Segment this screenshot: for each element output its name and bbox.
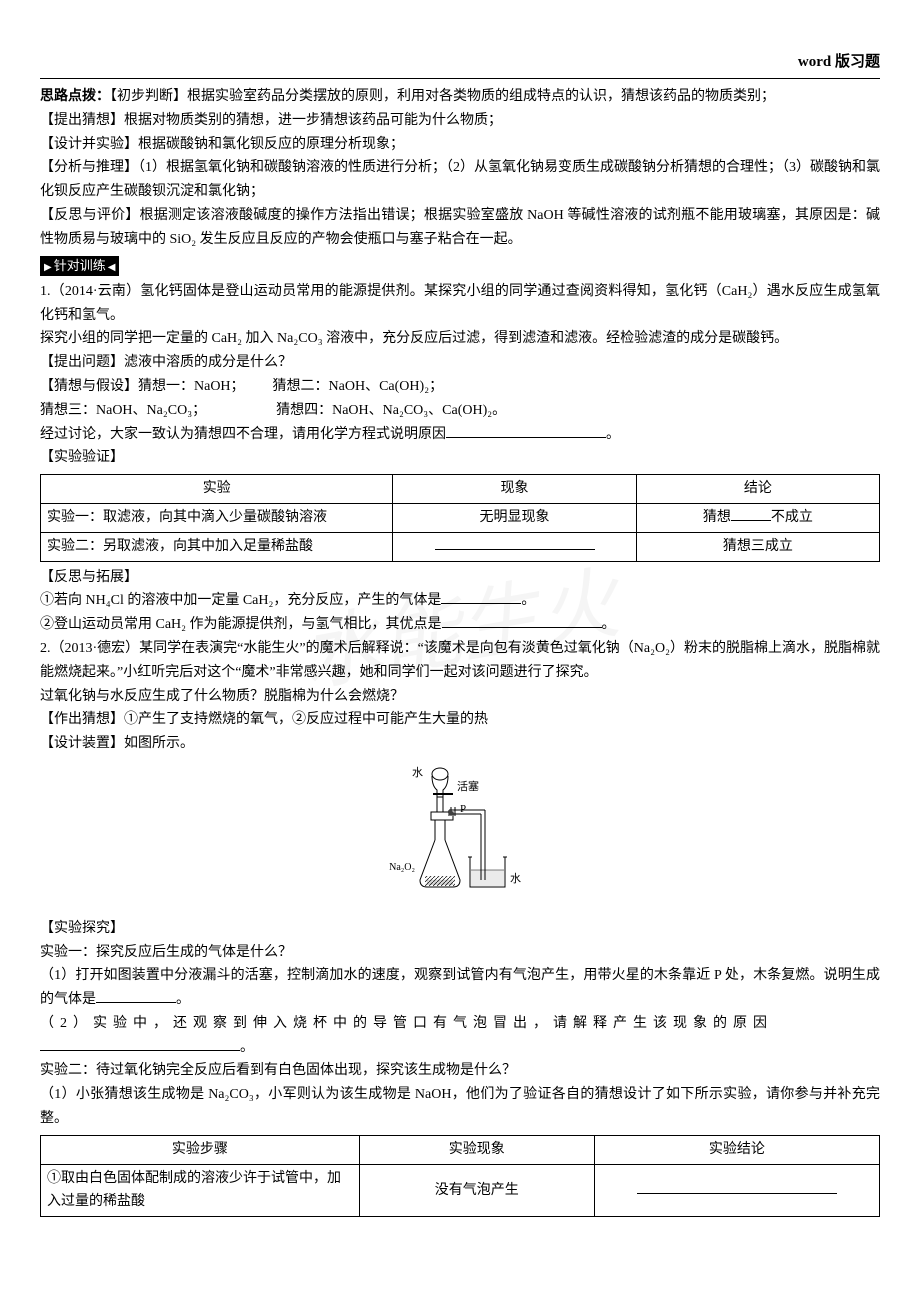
q2-r1c2: 没有气泡产生 [359,1164,594,1217]
q2-e1-1: （1）打开如图装置中分液漏斗的活塞，控制滴加水的速度，观察到试管内有气泡产生，用… [40,964,880,1012]
q1-ref2: ②登山运动员常用 CaH₂ 作为能源提供剂，与氢气相比，其优点是 。 [40,613,880,637]
q1-guess2: 猜想二：NaOH、Ca(OH)₂； [273,379,444,394]
q2-e1-2-end: 。 [240,1040,254,1055]
q1-guess3: 猜想三：NaOH、Na₂CO₃； [40,403,206,418]
q1-th2: 现象 [393,475,636,504]
q1-r2c2 [393,532,636,561]
q1-p1: 1.（2014·云南）氢化钙固体是登山运动员常用的能源提供剂。某探究小组的同学通… [40,280,880,328]
blank-gas[interactable] [441,589,521,604]
apparatus-figure: 水 活塞 P Na₂O₂ [40,762,880,911]
q1-ref1-end: 。 [521,593,535,608]
q1-reflect: 【反思与拓展】 [40,566,880,590]
q1-guess1: 猜想一：NaOH； [138,379,245,394]
q2-inv: 【实验探究】 [40,917,880,941]
q2-e1-2: （2）实验中，还观察到伸入烧杯中的导管口有气泡冒出，请解释产生该现象的原因 [40,1012,880,1036]
q1-guess-line2: 猜想三：NaOH、Na₂CO₃； 猜想四：NaOH、Na₂CO₃、Ca(OH)₂… [40,399,880,423]
q2-design: 【设计装置】如图所示。 [40,732,880,756]
fig-water-label: 水 [412,766,423,779]
q2-e1-2-blank: 。 [40,1036,880,1060]
fig-p-label: P [460,803,466,815]
q1-r1c1: 实验一：取滤液，向其中滴入少量碳酸钠溶液 [41,503,393,532]
table-row: 实验步骤 实验现象 实验结论 [41,1135,880,1164]
q1-guess: 【猜想与假设】猜想一：NaOH； 猜想二：NaOH、Ca(OH)₂； [40,375,880,399]
q1-p2: 探究小组的同学把一定量的 CaH₂ 加入 Na₂CO₃ 溶液中，充分反应后过滤，… [40,327,880,351]
intro-line-4: 【分析与推理】（1）根据氢氧化钠和碳酸钠溶液的性质进行分析；（2）从氢氧化钠易变… [40,156,880,204]
q1-ref1-text: ①若向 NH₄Cl 的溶液中加一定量 CaH₂，充分反应，产生的气体是 [40,593,441,608]
q2-r1c1: ①取由白色固体配制成的溶液少许于试管中，加入过量的稀盐酸 [41,1164,360,1217]
table-row: 实验二：另取滤液，向其中加入足量稀盐酸 猜想三成立 [41,532,880,561]
intro-line-2: 【提出猜想】根据对物质类别的猜想，进一步猜想该药品可能为什么物质； [40,109,880,133]
q1-discuss-text: 经过讨论，大家一致认为猜想四不合理，请用化学方程式说明原因 [40,427,446,442]
blank-phenomenon[interactable] [435,535,595,550]
q1-r2c3: 猜想三成立 [636,532,879,561]
q1-ref1: ①若向 NH₄Cl 的溶液中加一定量 CaH₂，充分反应，产生的气体是 。 [40,589,880,613]
table-row: 实验 现象 结论 [41,475,880,504]
q2-th2: 实验现象 [359,1135,594,1164]
q1-guess-label: 【猜想与假设】 [40,379,138,394]
q2-r1c3 [594,1164,879,1217]
intro-line-5: 【反思与评价】根据测定该溶液酸碱度的操作方法指出错误；根据实验室盛放 NaOH … [40,204,880,252]
q1-r1c3: 猜想 不成立 [636,503,879,532]
intro-line-3: 【设计并实验】根据碳酸钠和氯化钡反应的原理分析现象； [40,133,880,157]
q2-guess: 【作出猜想】①产生了支持燃烧的氧气，②反应过程中可能产生大量的热 [40,708,880,732]
q1-table: 实验 现象 结论 实验一：取滤液，向其中滴入少量碳酸钠溶液 无明显现象 猜想 不成… [40,474,880,561]
header-title: word 版习题 [798,54,880,70]
q2-e2-1: （1）小张猜想该生成物是 Na₂CO₃，小军则认为该生成物是 NaOH，他们为了… [40,1083,880,1131]
blank-advantage[interactable] [442,613,602,628]
header-rule [40,78,880,79]
q2-e2: 实验二：待过氧化钠完全反应后看到有白色固体出现，探究该生成物是什么？ [40,1059,880,1083]
page-header: word 版习题 [798,50,880,76]
q1-th1: 实验 [41,475,393,504]
q1-r1c3a: 猜想 [703,510,731,525]
tag-train-text: 针对训练 [54,258,106,273]
q1-discuss-end: 。 [606,427,620,442]
q2-table: 实验步骤 实验现象 实验结论 ①取由白色固体配制成的溶液少许于试管中，加入过量的… [40,1135,880,1217]
intro-l1b: 【初步判断】根据实验室药品分类摆放的原则，利用对各类物质的组成特点的认识，猜想该… [110,89,775,104]
q2-th3: 实验结论 [594,1135,879,1164]
q2-e1-1-end: 。 [176,992,190,1007]
blank-conclusion[interactable] [637,1179,837,1194]
fig-valve-label: 活塞 [457,779,479,793]
fig-water2-label: 水 [510,872,521,885]
section-tag-training: 针对训练 [40,256,119,276]
blank-guess-num[interactable] [731,506,771,521]
blank-reason[interactable] [40,1036,240,1051]
q2-p2: 过氧化钠与水反应生成了什么物质？脱脂棉为什么会燃烧？ [40,685,880,709]
intro-line-1: 思路点拨：【初步判断】根据实验室药品分类摆放的原则，利用对各类物质的组成特点的认… [40,85,880,109]
table-row: ①取由白色固体配制成的溶液少许于试管中，加入过量的稀盐酸 没有气泡产生 [41,1164,880,1217]
q1-ref2-end: 。 [602,617,616,632]
table-row: 实验一：取滤液，向其中滴入少量碳酸钠溶液 无明显现象 猜想 不成立 [41,503,880,532]
q2-e1-2-text: （2）实验中，还观察到伸入烧杯中的导管口有气泡冒出，请解释产生该现象的原因 [40,1016,773,1031]
q1-th3: 结论 [636,475,879,504]
q2-th1: 实验步骤 [41,1135,360,1164]
q1-guess4: 猜想四：NaOH、Na₂CO₃、Ca(OH)₂。 [276,403,506,418]
q1-r1c2: 无明显现象 [393,503,636,532]
q1-verify: 【实验验证】 [40,446,880,470]
q2-e1: 实验一：探究反应后生成的气体是什么？ [40,941,880,965]
q1-r2c1: 实验二：另取滤液，向其中加入足量稀盐酸 [41,532,393,561]
blank-gas2[interactable] [96,988,176,1003]
q2-p1: 2.（2013·德宏）某同学在表演完“水能生火”的魔术后解释说：“该魔术是向包有… [40,637,880,685]
q1-r1c3b: 不成立 [771,510,813,525]
intro-bold: 思路点拨： [40,89,110,104]
q1-ask: 【提出问题】滤液中溶质的成分是什么？ [40,351,880,375]
q1-ref2-text: ②登山运动员常用 CaH₂ 作为能源提供剂，与氢气相比，其优点是 [40,617,442,632]
fig-na-label: Na₂O₂ [389,862,415,873]
blank-equation[interactable] [446,423,606,438]
q1-discuss: 经过讨论，大家一致认为猜想四不合理，请用化学方程式说明原因 。 [40,423,880,447]
